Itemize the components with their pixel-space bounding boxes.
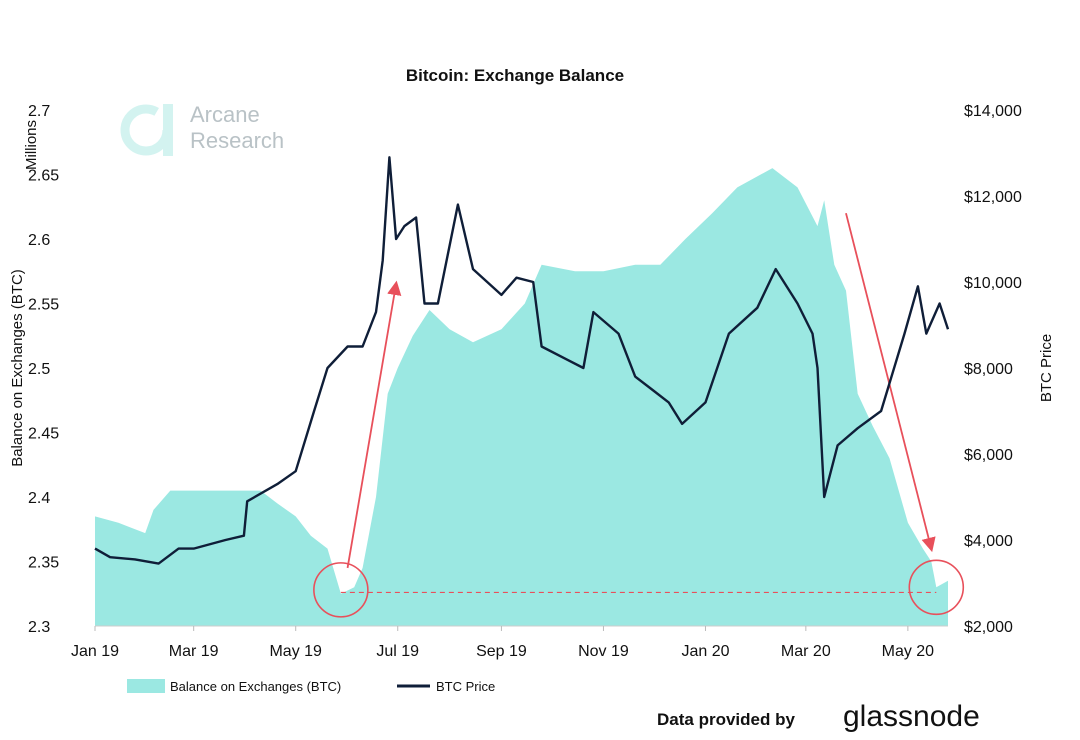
x-tick-label: Jan 20: [681, 643, 729, 660]
annotation-circle-1: [908, 559, 965, 616]
right-tick-label: $6,000: [964, 447, 1013, 464]
right-axis-title: BTC Price: [1038, 334, 1055, 402]
arcane-logo-mark: [120, 104, 172, 156]
left-axis-ticks: 2.3 2.35 2.4 2.45 2.5 2.55 2.6 2.65 2.7: [28, 103, 59, 636]
arcane-research-watermark: Arcane Research: [120, 102, 284, 156]
x-tick-label: Jul 19: [376, 643, 419, 660]
annotation-arrow-3: [346, 280, 402, 569]
x-tick-label: May 19: [269, 643, 322, 660]
price-line: [94, 156, 950, 565]
right-tick-label: $10,000: [964, 275, 1022, 292]
watermark-line-2: Research: [190, 128, 284, 153]
right-tick-label: $12,000: [964, 189, 1022, 206]
x-tick-label: Jan 19: [71, 643, 119, 660]
left-tick-label: 2.3: [28, 619, 50, 636]
annotation-layer: [313, 212, 965, 618]
legend: Balance on Exchanges (BTC) BTC Price: [127, 679, 495, 694]
right-tick-label: $14,000: [964, 103, 1022, 120]
right-tick-label: $2,000: [964, 619, 1013, 636]
left-tick-label: 2.4: [28, 490, 50, 507]
left-tick-label: 2.45: [28, 426, 59, 443]
legend-label-balance: Balance on Exchanges (BTC): [170, 679, 341, 694]
annotation-arrow-4: [845, 212, 936, 553]
left-tick-label: 2.5: [28, 361, 50, 378]
right-tick-label: $8,000: [964, 361, 1013, 378]
glassnode-brand: glassnode: [843, 700, 980, 733]
left-tick-label: 2.6: [28, 232, 50, 249]
data-credit-label: Data provided by: [657, 710, 795, 729]
annotation-circle-0: [313, 562, 369, 618]
x-axis-ticks: Jan 19 Mar 19 May 19 Jul 19 Sep 19 Nov 19 Jan …: [71, 626, 934, 660]
arcane-logo-bar: [163, 104, 173, 156]
left-tick-label: 2.65: [28, 168, 59, 185]
left-tick-label: 2.35: [28, 555, 59, 572]
x-tick-label: Nov 19: [578, 643, 629, 660]
left-axis-unit: Millions: [23, 120, 40, 170]
left-tick-label: 2.55: [28, 297, 59, 314]
price-line-layer: [94, 156, 950, 565]
watermark-line-1: Arcane: [190, 102, 260, 127]
x-tick-label: Mar 20: [781, 643, 831, 660]
x-tick-label: Mar 19: [169, 643, 219, 660]
right-tick-label: $4,000: [964, 533, 1013, 550]
balance-area-layer: [95, 168, 948, 626]
legend-swatch-balance: [127, 679, 165, 693]
chart-title: Bitcoin: Exchange Balance: [406, 66, 624, 85]
left-axis-title: Balance on Exchanges (BTC): [9, 269, 26, 467]
balance-area: [95, 168, 948, 626]
x-tick-label: Sep 19: [476, 643, 527, 660]
x-tick-label: May 20: [882, 643, 935, 660]
left-tick-label: 2.7: [28, 103, 50, 120]
legend-label-price: BTC Price: [436, 679, 495, 694]
right-axis-ticks: $2,000 $4,000 $6,000 $8,000 $10,000 $12,000 $1…: [964, 103, 1022, 636]
